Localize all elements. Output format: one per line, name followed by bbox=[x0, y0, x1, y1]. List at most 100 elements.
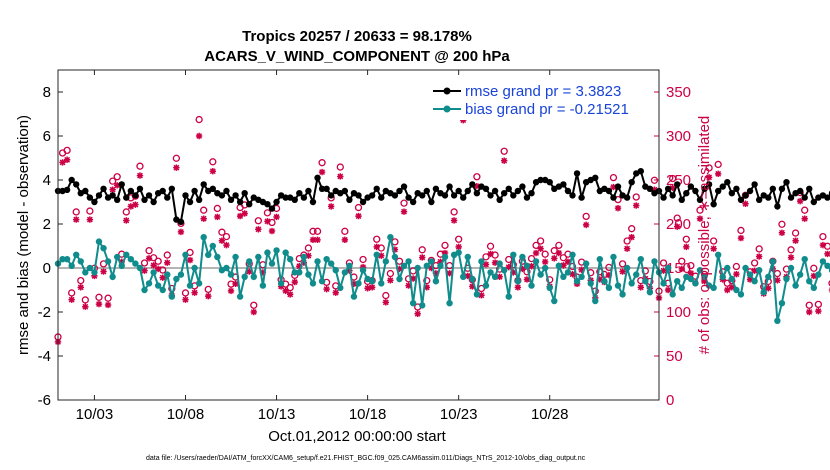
bias-point bbox=[592, 297, 599, 305]
obs-assimilated-point bbox=[332, 289, 339, 296]
rmse-point bbox=[569, 192, 576, 199]
bias-point bbox=[578, 273, 585, 280]
obs-possible-point bbox=[254, 217, 262, 225]
rmse-point bbox=[246, 201, 253, 208]
bias-point bbox=[687, 275, 695, 283]
bias-point bbox=[510, 251, 517, 258]
bias-point bbox=[382, 258, 390, 265]
rmse-point bbox=[450, 192, 458, 199]
x-tick-label: 10/23 bbox=[440, 406, 478, 423]
obs-assimilated-point bbox=[73, 216, 80, 223]
obs-possible-point bbox=[172, 154, 181, 162]
rmse-point bbox=[346, 196, 353, 203]
bias-point bbox=[236, 293, 244, 300]
obs-possible-point bbox=[222, 232, 231, 241]
obs-possible-point bbox=[791, 229, 800, 237]
bias-point bbox=[95, 238, 103, 245]
rmse-point bbox=[469, 181, 476, 188]
rmse-point bbox=[778, 185, 786, 192]
rmse-point bbox=[714, 187, 722, 195]
obs-assimilated-point bbox=[705, 174, 713, 181]
obs-possible-point bbox=[304, 244, 313, 252]
bias-point bbox=[368, 278, 376, 285]
rmse-point bbox=[742, 192, 749, 199]
bias-point bbox=[423, 262, 430, 269]
bias-point bbox=[819, 258, 827, 265]
y-tick-label: 2 bbox=[43, 216, 51, 233]
bias-point bbox=[765, 273, 772, 280]
obs-assimilated-point bbox=[409, 275, 417, 282]
obs-assimilated-point bbox=[282, 287, 289, 295]
bias-point bbox=[469, 275, 476, 283]
obs-assimilated-point bbox=[268, 227, 276, 235]
obs-possible-point bbox=[154, 257, 162, 265]
bias-point bbox=[132, 260, 139, 267]
bias-point bbox=[541, 264, 549, 272]
bias-point bbox=[168, 293, 176, 300]
rmse-point bbox=[296, 190, 303, 197]
obs-possible-point bbox=[486, 242, 495, 250]
obs-possible-point bbox=[113, 173, 121, 181]
obs-assimilated-point bbox=[610, 183, 617, 191]
obs-assimilated-point bbox=[355, 212, 362, 220]
rmse-point bbox=[186, 198, 194, 206]
bias-point bbox=[282, 249, 289, 256]
obs-possible-point bbox=[628, 225, 636, 233]
bias-point bbox=[195, 280, 203, 287]
obs-assimilated-point bbox=[246, 268, 253, 275]
obs-assimilated-point bbox=[637, 284, 644, 291]
rmse-point bbox=[441, 192, 449, 199]
obs-assimilated-point bbox=[227, 287, 235, 295]
bias-point bbox=[77, 258, 84, 265]
bias-point bbox=[628, 280, 635, 287]
obs-possible-point bbox=[632, 193, 640, 201]
bias-point bbox=[232, 253, 239, 261]
bias-point bbox=[514, 278, 522, 285]
bias-point bbox=[487, 269, 494, 276]
bias-point bbox=[327, 260, 335, 267]
y-tick-label: -6 bbox=[38, 392, 51, 409]
obs-assimilated-point bbox=[528, 263, 535, 270]
rmse-point bbox=[564, 187, 572, 195]
obs-assimilated-point bbox=[633, 202, 640, 209]
bias-point bbox=[63, 256, 71, 263]
bias-point bbox=[432, 278, 440, 285]
bias-point bbox=[59, 256, 66, 263]
bias-point bbox=[318, 278, 326, 285]
chart-subtitle: ACARS_V_WIND_COMPONENT @ 200 hPa bbox=[204, 48, 510, 65]
bias-point bbox=[660, 280, 667, 287]
obs-possible-point bbox=[400, 199, 408, 207]
rmse-point bbox=[159, 187, 166, 195]
y-right-axis-label: # of obs: o=possible; ∗=assimilated bbox=[696, 116, 713, 355]
bias-point bbox=[810, 284, 818, 291]
rmse-point bbox=[455, 187, 462, 195]
obs-assimilated-point bbox=[309, 236, 317, 244]
rmse-point bbox=[660, 194, 667, 201]
obs-assimilated-point bbox=[236, 212, 244, 220]
bias-point bbox=[751, 278, 758, 285]
rmse-point bbox=[705, 181, 713, 188]
y-tick-label: 4 bbox=[43, 172, 51, 189]
bias-series bbox=[54, 234, 830, 324]
rmse-point bbox=[687, 183, 695, 190]
x-axis-label: Oct.01,2012 00:00:00 start bbox=[268, 428, 446, 445]
obs-possible-point bbox=[814, 300, 823, 309]
obs-assimilated-point bbox=[59, 159, 66, 166]
obs-assimilated-point bbox=[123, 217, 130, 224]
obs-assimilated-point bbox=[287, 291, 294, 298]
bias-point bbox=[824, 262, 830, 269]
obs-assimilated-point bbox=[118, 258, 125, 266]
rmse-point bbox=[810, 198, 818, 206]
obs-possible-point bbox=[559, 254, 568, 262]
bias-point bbox=[674, 278, 681, 285]
obs-possible-point bbox=[650, 176, 659, 184]
bias-point bbox=[605, 284, 613, 291]
obs-assimilated-point bbox=[182, 296, 189, 303]
bias-point bbox=[391, 253, 399, 261]
rmse-point bbox=[787, 194, 795, 201]
bias-point bbox=[623, 264, 631, 272]
bias-point bbox=[100, 245, 107, 252]
obs-assimilated-point bbox=[510, 269, 517, 276]
bias-point bbox=[519, 253, 526, 261]
bias-point bbox=[560, 273, 567, 280]
